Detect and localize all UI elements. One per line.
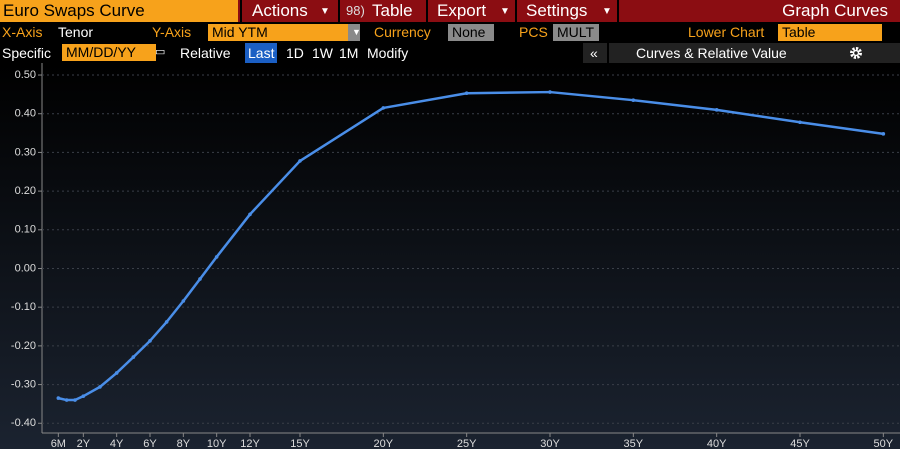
label: Lower Chart — [688, 24, 765, 40]
y-tick-label: 0.30 — [15, 146, 36, 158]
dropdown-arrow[interactable]: ▼ — [348, 24, 361, 41]
range-bar: Specific MM/DD/YY ▭ Relative Last 1D 1W 1M … — [0, 43, 900, 63]
settings-bar: X-Axis Tenor Y-Axis Mid YTM ▼ Currency N… — [0, 22, 900, 43]
button[interactable]: Modify — [367, 45, 409, 61]
menu-item[interactable]: Table — [372, 1, 413, 20]
x-tick-label: 50Y — [874, 438, 894, 449]
collapse-bg — [583, 43, 607, 63]
curve-point — [131, 355, 136, 359]
x-tick-label: 4Y — [110, 438, 124, 449]
curve-point — [798, 120, 802, 125]
curve-point — [56, 396, 61, 400]
curve-point — [198, 277, 202, 281]
value: Tenor — [58, 24, 94, 40]
curve-point — [248, 212, 252, 217]
curve-point — [298, 159, 302, 163]
x-tick-label: 6Y — [143, 438, 157, 449]
y-tick-label: -0.30 — [11, 378, 36, 390]
y-tick-label: 0.20 — [15, 185, 36, 197]
x-tick-label: 40Y — [707, 438, 727, 449]
range-button[interactable]: 1M — [339, 45, 359, 61]
x-tick-label: 2Y — [77, 438, 91, 449]
menu-item[interactable]: Export — [437, 1, 487, 20]
curve-point — [81, 394, 86, 398]
x-tick-label: 45Y — [790, 438, 810, 449]
collapse-button[interactable]: « — [590, 45, 598, 61]
screen-title: Euro Swaps Curve — [0, 0, 238, 22]
curve-point — [98, 385, 102, 389]
x-tick-label: 10Y — [207, 438, 227, 449]
settings-gear[interactable] — [849, 46, 863, 60]
curve-point — [64, 398, 69, 402]
x-tick-label: 20Y — [374, 438, 394, 449]
y-tick-label: -0.20 — [11, 340, 36, 352]
x-tick-label: 35Y — [624, 438, 644, 449]
label: Currency — [374, 24, 431, 40]
calendar-icon[interactable]: ▭ — [155, 46, 166, 58]
y-tick-label: 0.10 — [15, 224, 36, 236]
curve-point — [148, 339, 152, 343]
x-tick-label: 25Y — [457, 438, 477, 449]
curve-point — [164, 320, 169, 324]
screen-name: Graph Curves — [782, 1, 888, 20]
y-tick-label: -0.10 — [11, 301, 36, 313]
x-tick-label: 15Y — [290, 438, 310, 449]
x-tick-label: 6M — [51, 438, 66, 449]
curve-point — [881, 132, 886, 136]
label: Relative — [180, 45, 231, 61]
label: X-Axis — [2, 24, 43, 40]
range-button[interactable]: 1D — [286, 45, 304, 61]
curve-point — [464, 91, 469, 96]
chart-background — [0, 63, 900, 449]
y-tick-label: 0.00 — [15, 262, 36, 274]
curve-point — [73, 398, 77, 402]
label: Y-Axis — [152, 24, 192, 40]
dropdown[interactable]: Mid YTM — [208, 24, 352, 41]
curve-point — [181, 299, 186, 303]
label: PCS — [519, 24, 548, 40]
curve-point — [548, 90, 552, 94]
menu-number: 98) — [346, 3, 365, 18]
y-tick-label: 0.40 — [15, 108, 36, 120]
panel-title: Curves & Relative Value — [636, 45, 787, 61]
menu-item[interactable]: Settings — [526, 1, 588, 20]
range-button[interactable]: Last — [245, 43, 278, 63]
x-tick-label: 30Y — [540, 438, 560, 449]
y-tick-label: -0.40 — [11, 417, 36, 429]
curve-point — [214, 255, 219, 259]
chart: -0.40 -0.30 -0.20 -0.10 0.00 0.10 0.20 0.30 0.40… — [0, 63, 900, 449]
y-tick-label: 0.50 — [15, 69, 36, 81]
x-tick-label: 8Y — [177, 438, 191, 449]
menu-item[interactable]: Actions — [252, 1, 308, 20]
label: Specific — [2, 45, 52, 61]
curve-point — [714, 108, 719, 112]
menu-bar: Euro Swaps Curve Actions ▼ 98) Table Exp… — [0, 0, 900, 22]
panel-header — [609, 43, 900, 63]
field[interactable]: MULT — [553, 24, 599, 41]
x-tick-label: 12Y — [240, 438, 260, 449]
curve-point — [631, 98, 636, 102]
curve-point — [381, 106, 386, 110]
date-input[interactable]: MM/DD/YY — [62, 44, 156, 61]
range-button[interactable]: 1W — [312, 45, 333, 61]
dropdown[interactable]: None — [448, 24, 494, 41]
dropdown[interactable]: Table — [778, 24, 882, 41]
curve-point — [114, 371, 119, 375]
